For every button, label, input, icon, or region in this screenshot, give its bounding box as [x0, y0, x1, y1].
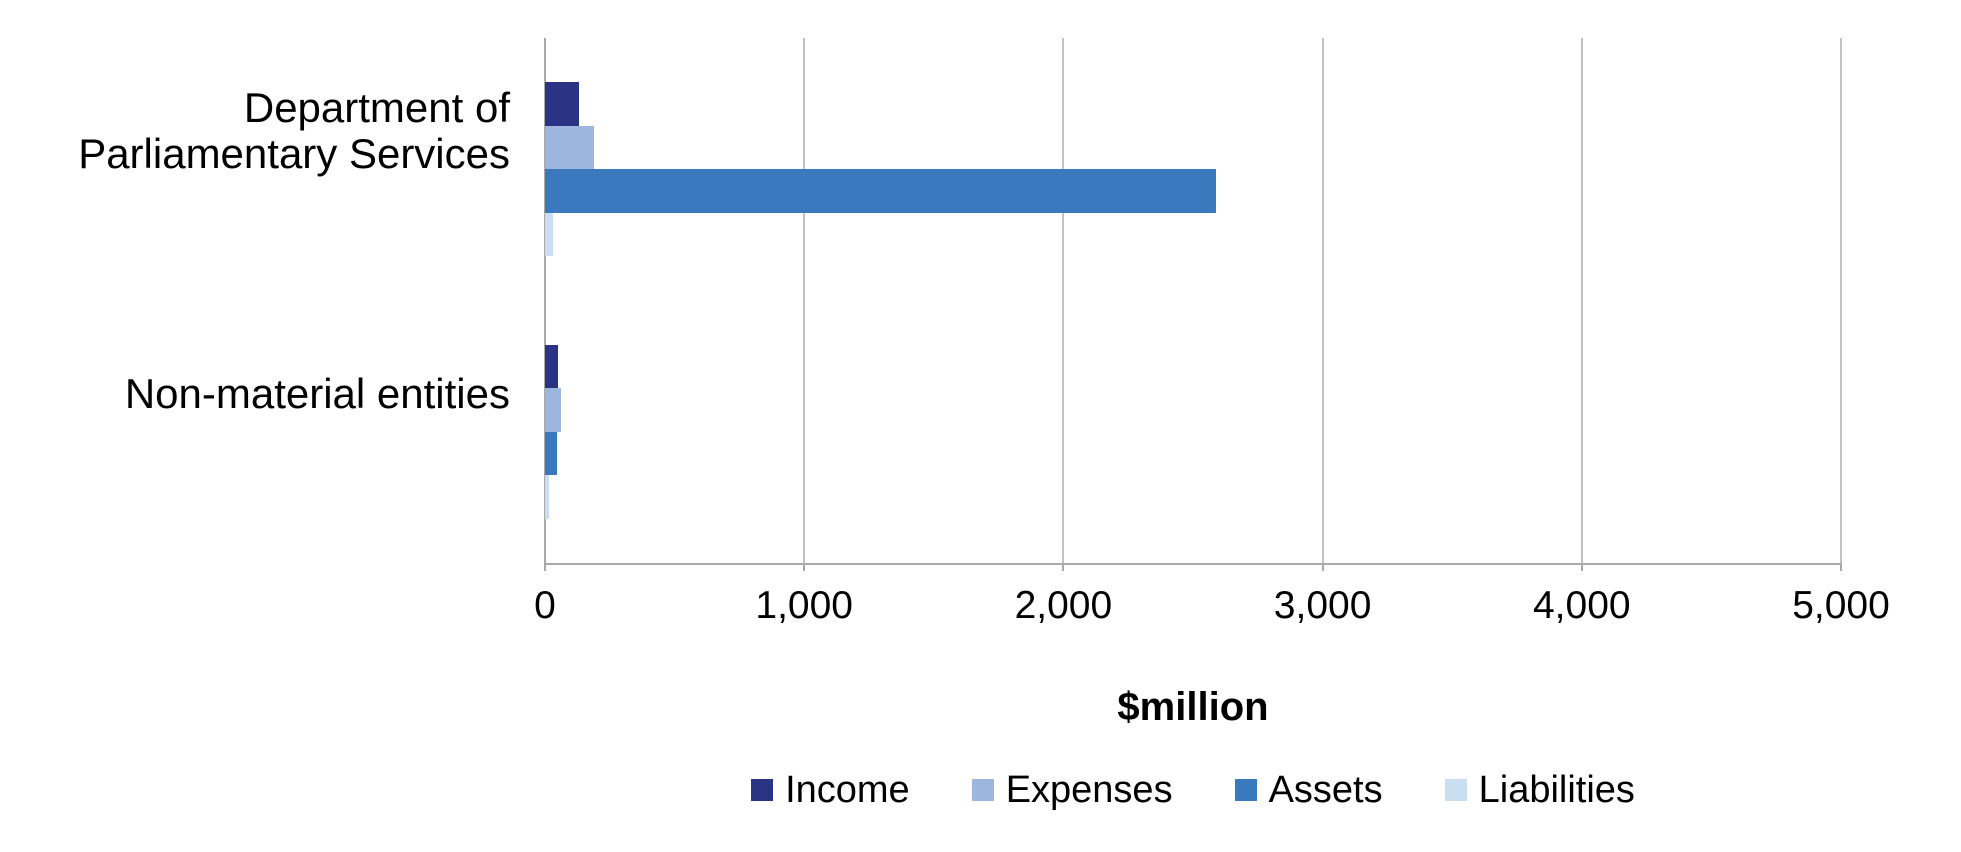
- legend: Income Expenses Assets Liabilities: [545, 766, 1841, 814]
- bar-income-non-material-entities: [545, 344, 558, 389]
- tick-label-4-000: 4,000: [1532, 584, 1631, 627]
- bar-liabilities-department-of-parliamentary-services: [545, 212, 553, 257]
- legend-label-assets: Assets: [1268, 768, 1383, 811]
- tick-label-1-000: 1,000: [755, 584, 853, 627]
- gridline-3-000: [1321, 38, 1324, 563]
- tick-mark-1-000: [803, 563, 806, 571]
- legend-item-liabilities: Liabilities: [1444, 768, 1635, 812]
- x-axis-tick-labels: 0 1,000 2,000 3,000 4,000 5,000: [534, 584, 1890, 634]
- tick-mark-0: [544, 563, 546, 571]
- category-band-department-of-parliamentary-services: [545, 38, 1841, 300]
- legend-swatch-income: [751, 779, 774, 801]
- tick-mark-3-000: [1321, 563, 1324, 571]
- bar-expenses-department-of-parliamentary-services: [545, 125, 595, 170]
- gridline-2-000: [1062, 38, 1065, 563]
- category-label-department-of-parliamentary-services: Department of Parliamentary Services: [78, 84, 510, 178]
- category-band-non-material-entities: [545, 301, 1841, 563]
- legend-swatch-assets: [1234, 779, 1257, 801]
- bar-assets-department-of-parliamentary-services: [545, 169, 1217, 213]
- tick-label-5-000: 5,000: [1792, 584, 1890, 627]
- gridline-1-000: [803, 38, 806, 563]
- legend-swatch-expenses: [971, 779, 994, 801]
- tick-mark-2-000: [1062, 563, 1065, 571]
- bar-liabilities-non-material-entities: [545, 475, 549, 519]
- legend-label-income: Income: [785, 768, 910, 811]
- category-label-non-material-entities: Non-material entities: [124, 369, 510, 417]
- bar-income-department-of-parliamentary-services: [545, 82, 579, 126]
- x-axis-title: $million: [1117, 685, 1269, 729]
- legend-label-liabilities: Liabilities: [1478, 768, 1635, 811]
- category-axis-labels: Department of Parliamentary Services Non-m…: [0, 0, 510, 563]
- bar-expenses-non-material-entities: [545, 388, 561, 432]
- x-axis-line: [545, 563, 1841, 565]
- legend-item-assets: Assets: [1234, 768, 1383, 812]
- tick-label-3-000: 3,000: [1273, 584, 1372, 627]
- tick-mark-5-000: [1840, 563, 1842, 571]
- gridline-0: [544, 38, 546, 563]
- legend-label-expenses: Expenses: [1005, 768, 1173, 811]
- legend-item-income: Income: [751, 769, 910, 812]
- plot-area: [544, 38, 1842, 571]
- bar-assets-non-material-entities: [545, 431, 558, 476]
- gridline-4-000: [1580, 38, 1583, 563]
- tick-label-2-000: 2,000: [1014, 584, 1113, 627]
- legend-swatch-liabilities: [1444, 779, 1467, 801]
- gridline-5-000: [1840, 38, 1842, 563]
- legend-item-expenses: Expenses: [971, 768, 1173, 812]
- tick-label-0: 0: [534, 584, 556, 627]
- tick-mark-4-000: [1580, 563, 1583, 571]
